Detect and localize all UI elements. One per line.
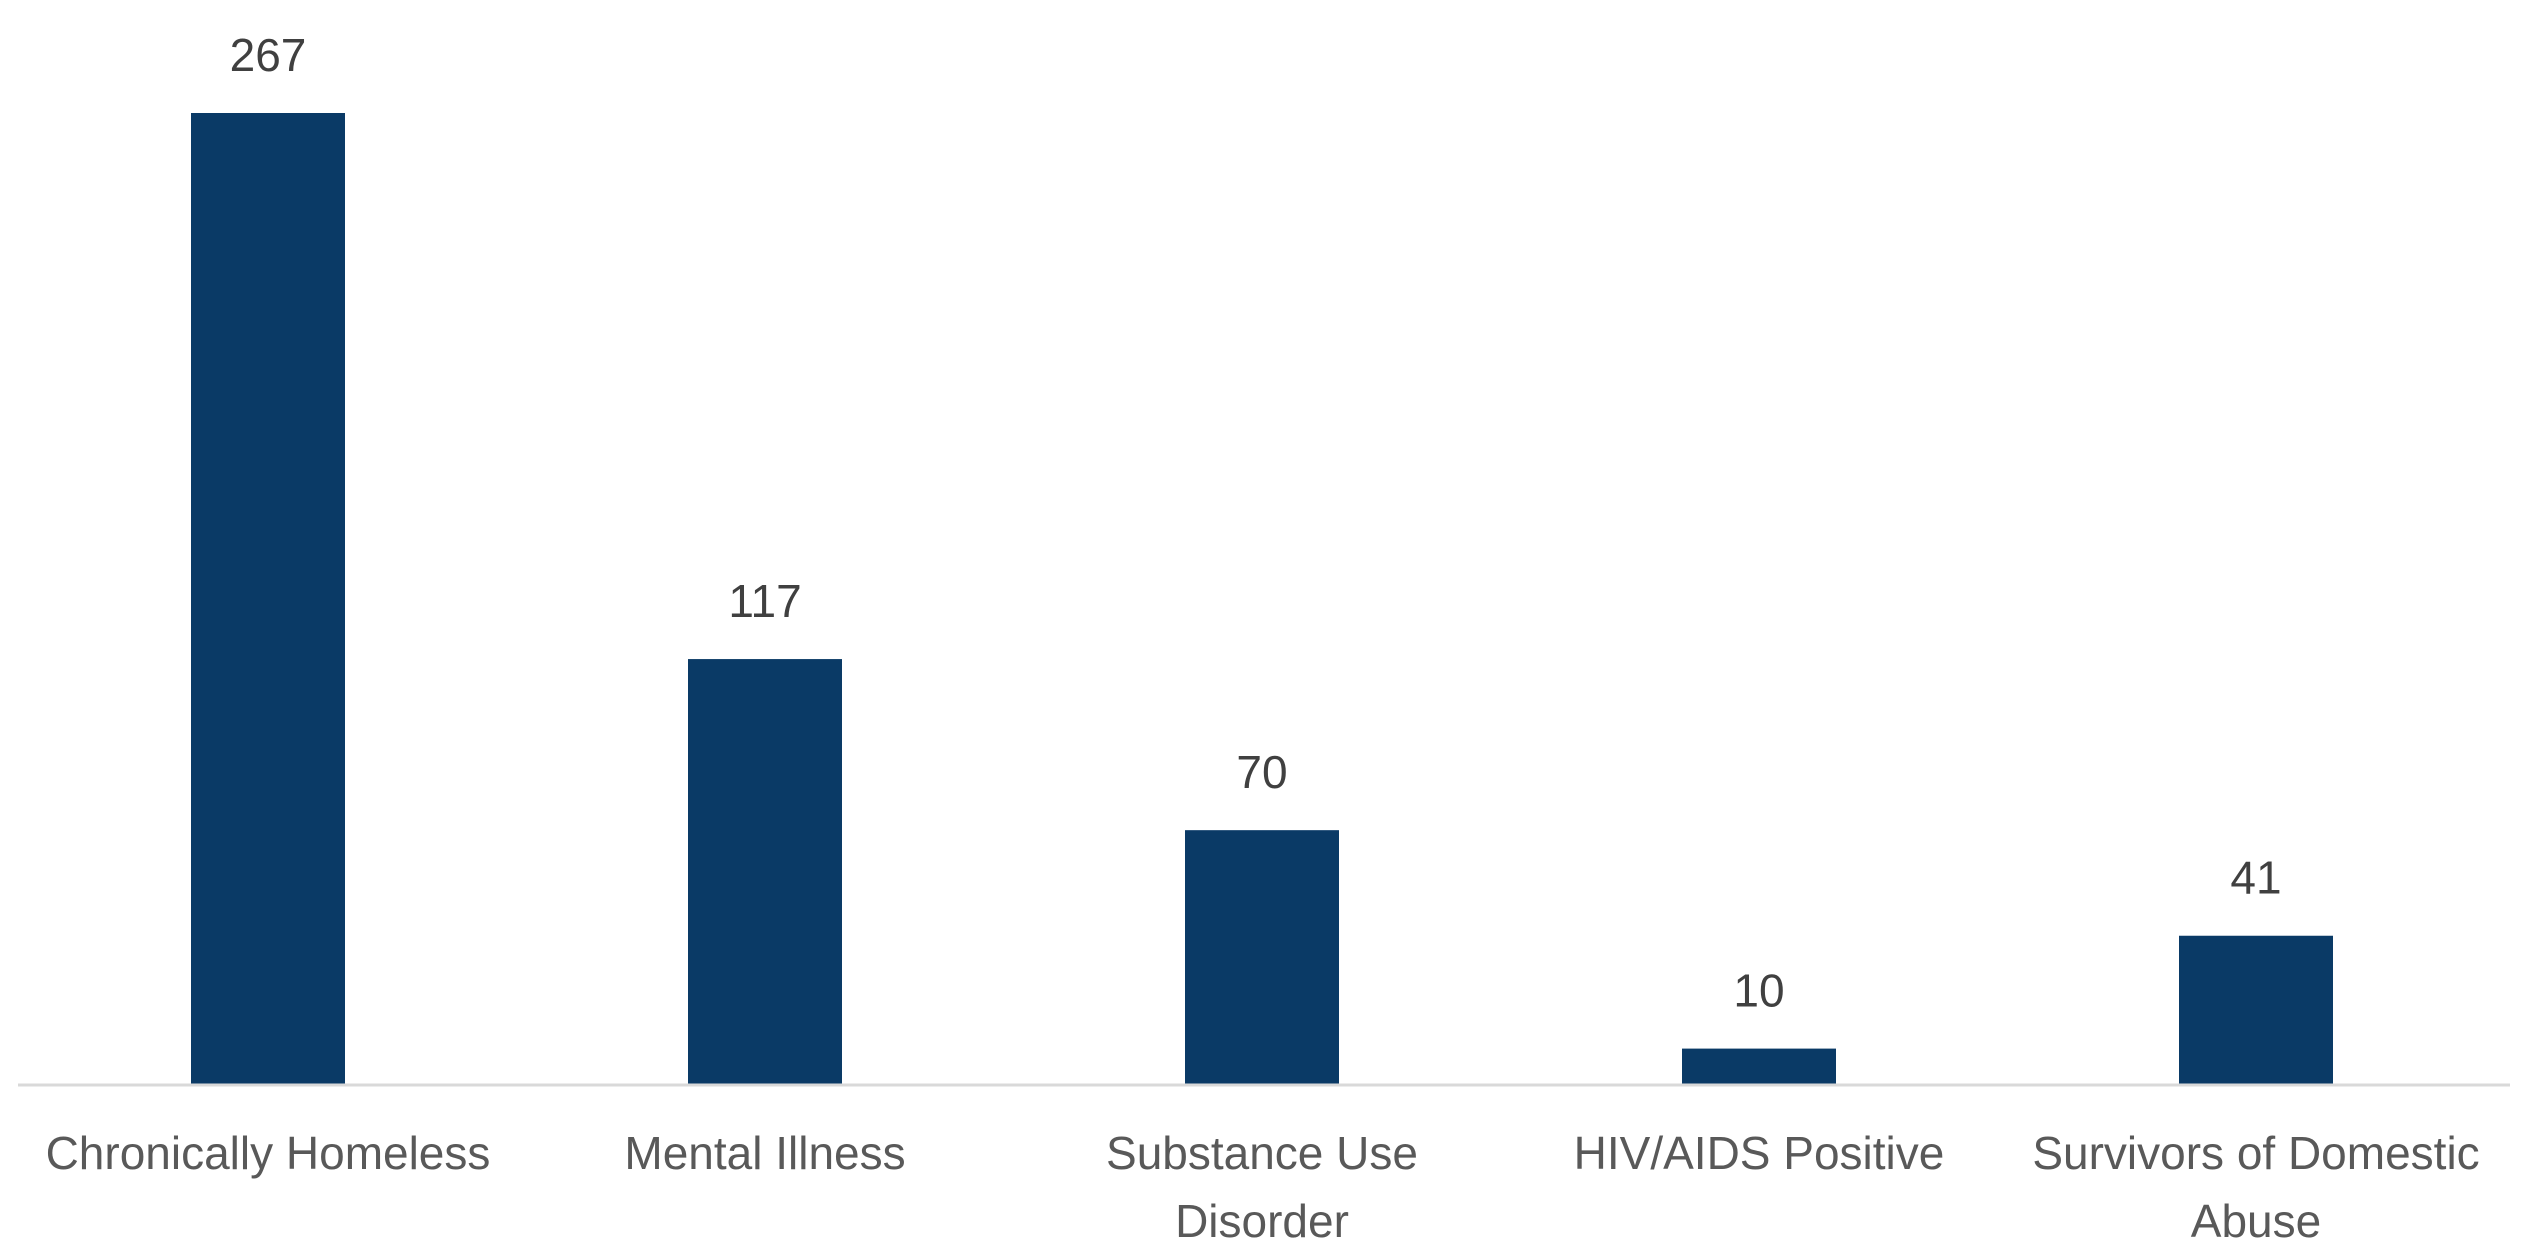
x-tick-label-line: Substance Use — [1106, 1127, 1418, 1179]
x-tick-label-line: Disorder — [1175, 1195, 1349, 1239]
data-label: 70 — [1236, 746, 1287, 798]
data-labels-layer: 267 117 70 10 41 — [230, 29, 2282, 1017]
x-tick-label-line: Mental Illness — [624, 1127, 905, 1179]
x-tick-label-line: Survivors of Domestic — [2032, 1127, 2479, 1179]
x-tick-label: HIV/AIDS Positive — [1574, 1127, 1945, 1179]
data-label: 267 — [230, 29, 307, 81]
bars-layer — [191, 113, 2333, 1085]
x-tick-label-line: HIV/AIDS Positive — [1574, 1127, 1945, 1179]
x-tick-labels-layer: Chronically Homeless Mental Illness Substa… — [46, 1127, 2480, 1239]
x-tick-label-line: Chronically Homeless — [46, 1127, 491, 1179]
data-label: 41 — [2230, 852, 2281, 904]
x-tick-label: Substance Use Disorder — [1106, 1127, 1418, 1239]
bar — [688, 659, 842, 1085]
bar — [2179, 935, 2333, 1085]
bar — [1185, 830, 1339, 1085]
bar — [191, 113, 345, 1085]
x-tick-label-line: Abuse — [2191, 1195, 2321, 1239]
data-label: 10 — [1733, 965, 1784, 1017]
x-tick-label: Chronically Homeless — [46, 1127, 491, 1179]
x-tick-label: Mental Illness — [624, 1127, 905, 1179]
bar — [1682, 1048, 1836, 1085]
data-label: 117 — [728, 575, 801, 627]
x-tick-label: Survivors of Domestic Abuse — [2032, 1127, 2479, 1239]
